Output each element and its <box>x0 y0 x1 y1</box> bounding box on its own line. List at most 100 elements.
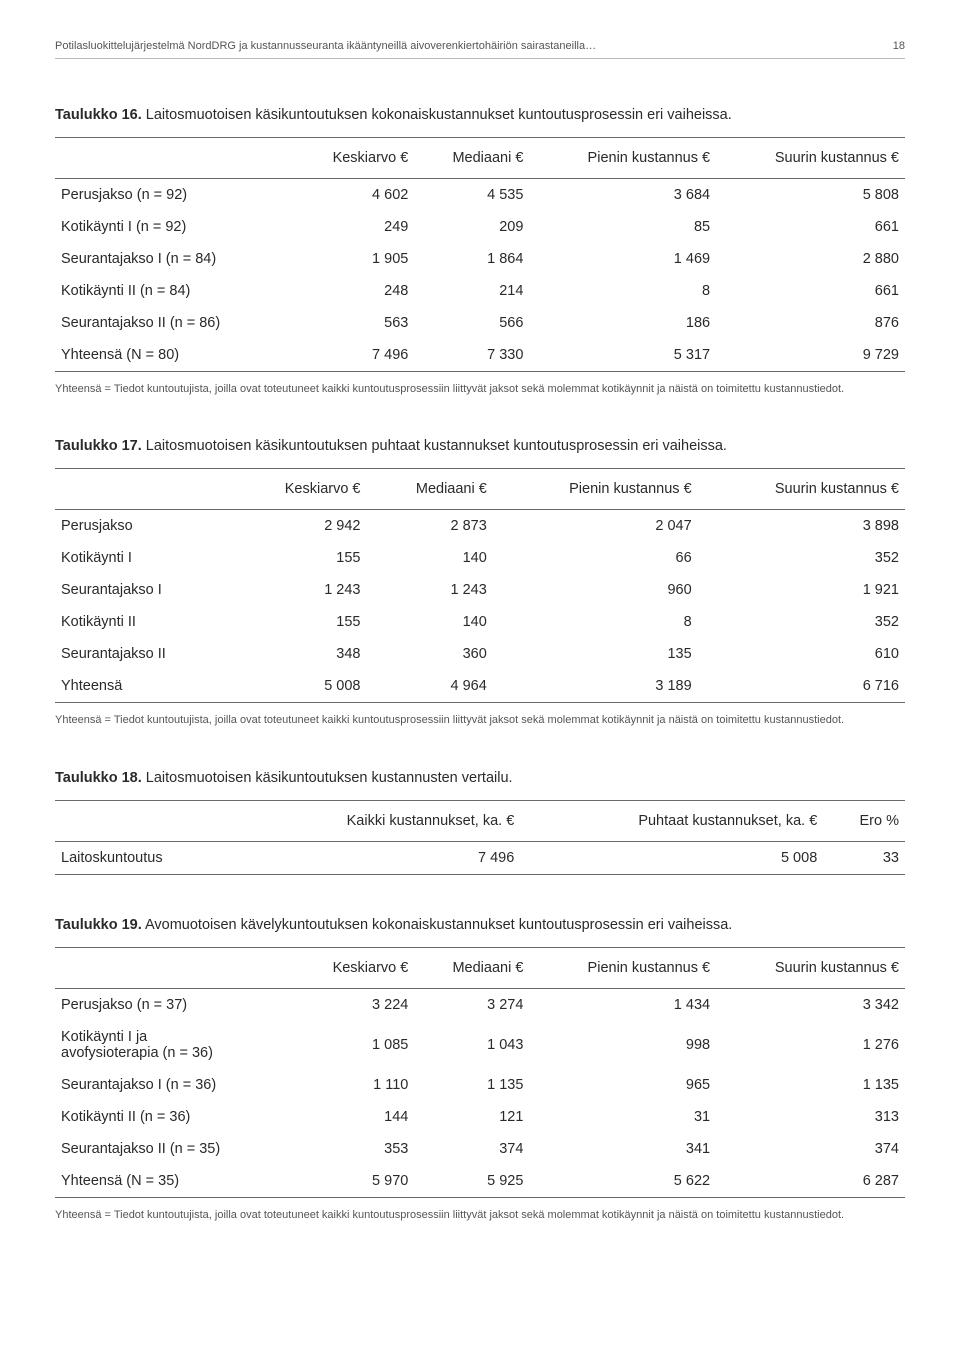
data-table: Keskiarvo €Mediaani €Pienin kustannus €S… <box>55 947 905 1198</box>
row-label: Perusjakso (n = 37) <box>55 988 293 1021</box>
column-header: Puhtaat kustannukset, ka. € <box>520 800 823 841</box>
row-label: Kotikäynti II (n = 36) <box>55 1101 293 1133</box>
column-header: Keskiarvo € <box>293 947 415 988</box>
cell-value: 1 905 <box>293 243 415 275</box>
cell-value: 1 243 <box>233 574 367 606</box>
cell-value: 661 <box>716 211 905 243</box>
cell-value: 5 622 <box>529 1165 716 1198</box>
table-footnote: Yhteensä = Tiedot kuntoutujista, joilla … <box>55 713 905 727</box>
table-row: Seurantajakso I (n = 84)1 9051 8641 4692… <box>55 243 905 275</box>
cell-value: 155 <box>233 606 367 638</box>
row-label: Kotikäynti I <box>55 542 233 574</box>
cell-value: 2 942 <box>233 510 367 543</box>
cell-value: 5 008 <box>520 841 823 874</box>
table-row: Yhteensä5 0084 9643 1896 716 <box>55 670 905 703</box>
running-title: Potilasluokittelujärjestelmä NordDRG ja … <box>55 40 596 52</box>
table-caption: Taulukko 17. Laitosmuotoisen käsikuntout… <box>55 438 905 454</box>
cell-value: 1 864 <box>414 243 529 275</box>
cell-value: 7 496 <box>235 841 520 874</box>
page-number: 18 <box>893 40 905 52</box>
table-label: Taulukko 18. <box>55 770 142 786</box>
cell-value: 2 873 <box>367 510 493 543</box>
column-header: Suurin kustannus € <box>716 947 905 988</box>
cell-value: 144 <box>293 1101 415 1133</box>
table-caption: Taulukko 18. Laitosmuotoisen käsikuntout… <box>55 770 905 786</box>
table-caption-text: Laitosmuotoisen käsikuntoutuksen kokonai… <box>146 107 732 123</box>
column-header: Mediaani € <box>414 138 529 179</box>
cell-value: 2 880 <box>716 243 905 275</box>
cell-value: 1 921 <box>698 574 905 606</box>
table-caption-text: Avomuotoisen kävelykuntoutuksen kokonais… <box>145 917 732 933</box>
column-header: Suurin kustannus € <box>716 138 905 179</box>
cell-value: 3 224 <box>293 988 415 1021</box>
table-row: Perusjakso (n = 37)3 2243 2741 4343 342 <box>55 988 905 1021</box>
column-header: Keskiarvo € <box>293 138 415 179</box>
cell-value: 352 <box>698 606 905 638</box>
cell-value: 374 <box>716 1133 905 1165</box>
cell-value: 209 <box>414 211 529 243</box>
table-row: Perusjakso2 9422 8732 0473 898 <box>55 510 905 543</box>
cell-value: 374 <box>414 1133 529 1165</box>
row-label: Seurantajakso I (n = 84) <box>55 243 293 275</box>
column-header: Mediaani € <box>367 469 493 510</box>
row-label: Perusjakso (n = 92) <box>55 179 293 212</box>
cell-value: 4 602 <box>293 179 415 212</box>
table-row: Seurantajakso I (n = 36)1 1101 1359651 1… <box>55 1069 905 1101</box>
cell-value: 1 085 <box>293 1021 415 1069</box>
table-caption: Taulukko 19. Avomuotoisen kävelykuntoutu… <box>55 917 905 933</box>
cell-value: 66 <box>493 542 698 574</box>
column-header: Suurin kustannus € <box>698 469 905 510</box>
column-header: Keskiarvo € <box>233 469 367 510</box>
table-row: Yhteensä (N = 35)5 9705 9255 6226 287 <box>55 1165 905 1198</box>
cell-value: 121 <box>414 1101 529 1133</box>
column-header: Pienin kustannus € <box>529 138 716 179</box>
cell-value: 661 <box>716 275 905 307</box>
row-label: Kotikäynti I ja avofysioterapia (n = 36) <box>55 1021 293 1069</box>
table-row: Seurantajakso II (n = 35)353374341374 <box>55 1133 905 1165</box>
cell-value: 8 <box>529 275 716 307</box>
cell-value: 352 <box>698 542 905 574</box>
table-label: Taulukko 19. <box>55 917 142 933</box>
cell-value: 341 <box>529 1133 716 1165</box>
cell-value: 9 729 <box>716 339 905 372</box>
cell-value: 563 <box>293 307 415 339</box>
row-label: Yhteensä (N = 80) <box>55 339 293 372</box>
cell-value: 7 330 <box>414 339 529 372</box>
data-table: Kaikki kustannukset, ka. €Puhtaat kustan… <box>55 800 905 875</box>
cell-value: 33 <box>823 841 905 874</box>
table-caption-text: Laitosmuotoisen käsikuntoutuksen puhtaat… <box>146 438 727 454</box>
table-row: Kotikäynti II (n = 36)14412131313 <box>55 1101 905 1133</box>
cell-value: 249 <box>293 211 415 243</box>
data-table: Keskiarvo €Mediaani €Pienin kustannus €S… <box>55 137 905 372</box>
row-label: Kotikäynti II <box>55 606 233 638</box>
table-section: Taulukko 17. Laitosmuotoisen käsikuntout… <box>55 438 905 727</box>
column-header <box>55 947 293 988</box>
table-row: Kotikäynti I15514066352 <box>55 542 905 574</box>
cell-value: 998 <box>529 1021 716 1069</box>
table-row: Kotikäynti I (n = 92)24920985661 <box>55 211 905 243</box>
cell-value: 135 <box>493 638 698 670</box>
cell-value: 248 <box>293 275 415 307</box>
cell-value: 5 925 <box>414 1165 529 1198</box>
cell-value: 566 <box>414 307 529 339</box>
cell-value: 4 535 <box>414 179 529 212</box>
cell-value: 85 <box>529 211 716 243</box>
cell-value: 186 <box>529 307 716 339</box>
cell-value: 31 <box>529 1101 716 1133</box>
table-label: Taulukko 17. <box>55 438 142 454</box>
table-row: Kotikäynti II (n = 84)2482148661 <box>55 275 905 307</box>
table-caption-text: Laitosmuotoisen käsikuntoutuksen kustann… <box>146 770 513 786</box>
cell-value: 140 <box>367 606 493 638</box>
cell-value: 1 043 <box>414 1021 529 1069</box>
table-row: Seurantajakso II (n = 86)563566186876 <box>55 307 905 339</box>
table-section: Taulukko 16. Laitosmuotoisen käsikuntout… <box>55 107 905 396</box>
cell-value: 610 <box>698 638 905 670</box>
cell-value: 1 135 <box>716 1069 905 1101</box>
row-label: Kotikäynti II (n = 84) <box>55 275 293 307</box>
cell-value: 348 <box>233 638 367 670</box>
column-header: Ero % <box>823 800 905 841</box>
table-row: Laitoskuntoutus7 4965 00833 <box>55 841 905 874</box>
column-header <box>55 138 293 179</box>
cell-value: 155 <box>233 542 367 574</box>
column-header: Pienin kustannus € <box>493 469 698 510</box>
